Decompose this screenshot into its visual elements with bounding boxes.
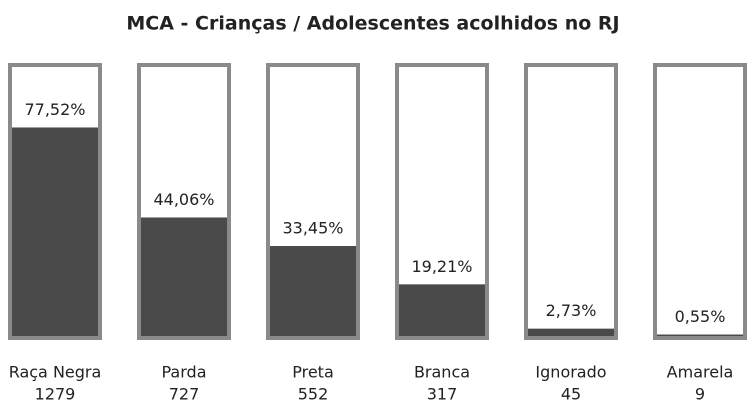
count-label: 45 — [561, 385, 581, 404]
bar — [399, 284, 485, 336]
count-label: 317 — [427, 385, 458, 404]
value-label: 77,52% — [24, 100, 85, 119]
category-label: Raça Negra — [9, 363, 102, 382]
gauge-frame — [524, 63, 618, 340]
category-label: Ignorado — [535, 363, 606, 382]
chart-title: MCA - Crianças / Adolescentes acolhidos … — [126, 13, 619, 35]
bar — [141, 217, 227, 336]
value-label: 2,73% — [546, 301, 597, 320]
value-label: 44,06% — [153, 190, 214, 209]
category-label: Preta — [292, 363, 334, 382]
category-label: Branca — [414, 363, 470, 382]
gauge-frame — [653, 63, 747, 340]
value-label: 19,21% — [411, 257, 472, 276]
category-label: Parda — [162, 363, 207, 382]
count-label: 552 — [298, 385, 329, 404]
count-label: 727 — [169, 385, 200, 404]
bar — [12, 127, 98, 337]
bar — [657, 334, 743, 336]
value-label: 33,45% — [282, 219, 343, 238]
count-label: 1279 — [35, 385, 76, 404]
count-label: 9 — [695, 385, 705, 404]
bar — [528, 328, 614, 336]
bar — [270, 246, 356, 336]
category-label: Amarela — [667, 363, 734, 382]
value-label: 0,55% — [675, 307, 726, 326]
